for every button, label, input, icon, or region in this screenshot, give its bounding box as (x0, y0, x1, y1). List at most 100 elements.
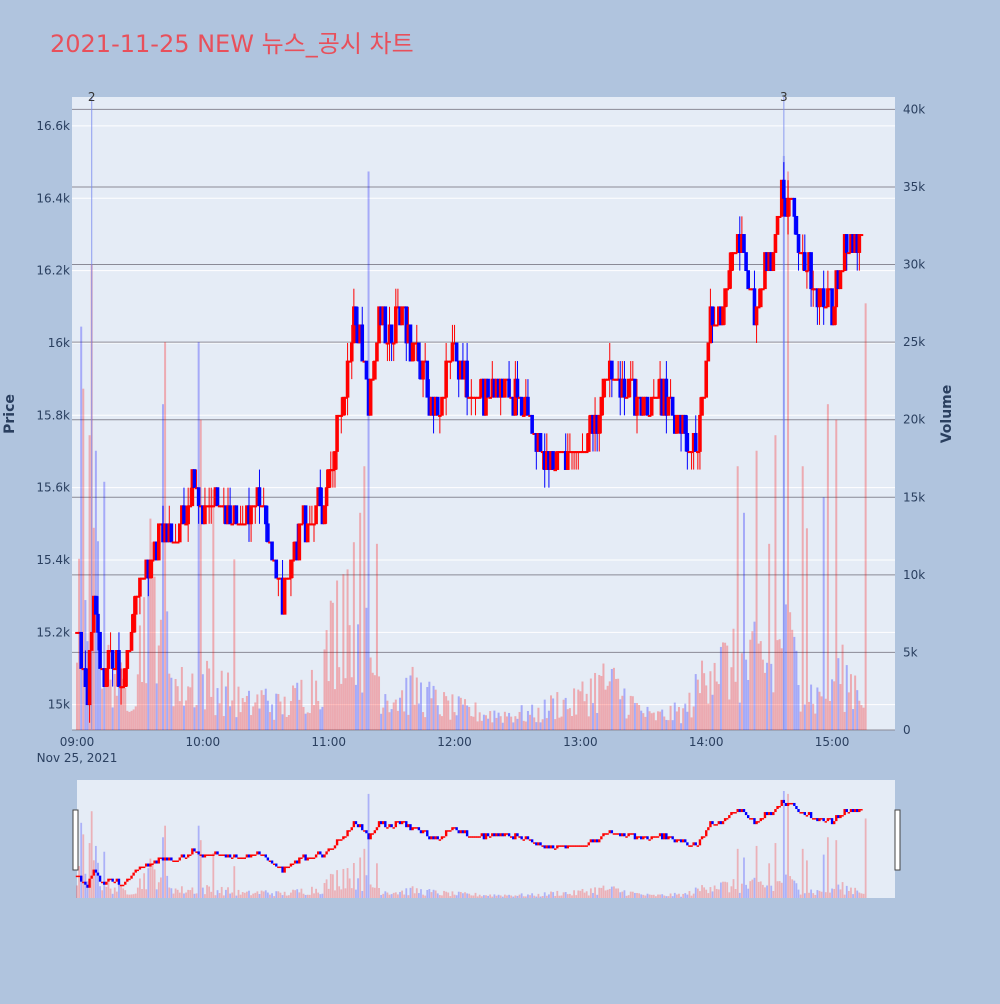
range-slider-volume-bar (346, 868, 349, 898)
range-slider-candle (262, 854, 265, 856)
volume-bar (432, 685, 435, 730)
volume-bar (247, 690, 250, 730)
volume-bar (849, 674, 852, 730)
volume-bar (264, 688, 267, 730)
range-slider-volume-bar (619, 892, 622, 898)
range-slider-candle (711, 821, 714, 825)
range-slider-volume-bar (149, 858, 152, 898)
range-slider-volume-bar (325, 879, 328, 898)
range-slider-candle (860, 809, 863, 811)
range-slider-handle-right[interactable] (894, 809, 901, 871)
range-slider-candle (117, 878, 121, 885)
range-slider-candle (822, 818, 825, 822)
volume-bar (615, 678, 618, 730)
volume-bar (864, 303, 867, 730)
volume-bar (715, 681, 718, 730)
range-slider-volume-bar (577, 890, 580, 898)
range-slider-candle (207, 854, 211, 856)
volume-bar (602, 663, 605, 730)
volume-bar (694, 674, 697, 730)
candle-body (794, 215, 799, 235)
candlesticks (75, 162, 864, 723)
volume-bar (340, 683, 343, 730)
range-slider-candle (333, 845, 337, 849)
range-slider-candle (417, 827, 421, 831)
candle-body (477, 396, 482, 399)
volume-bar (457, 696, 460, 730)
range-slider-candle (298, 857, 301, 864)
range-slider-volume-bar (210, 891, 213, 898)
range-slider-volume-bar (80, 822, 83, 898)
volume-bar (401, 690, 404, 730)
candle-body (526, 396, 530, 416)
range-slider-volume-bar (489, 894, 492, 898)
range-slider-candle (501, 833, 504, 837)
range-slider-volume-bar (835, 840, 838, 898)
range-slider-volume-bar (338, 886, 341, 898)
volume-bar (178, 701, 181, 730)
volume-bar (138, 625, 141, 730)
range-slider-candle (214, 851, 217, 855)
range-slider-volume-bar (464, 892, 466, 898)
volume-bar (193, 707, 196, 730)
volume-bar (292, 685, 295, 730)
news-marker-label: 3 (780, 90, 788, 104)
range-slider-candle (367, 833, 370, 840)
range-slider-volume-bar (134, 893, 137, 898)
candle-body (599, 396, 604, 416)
candle-body (182, 505, 186, 525)
range-slider-candle (832, 821, 836, 825)
range-slider-handle-left[interactable] (72, 809, 79, 871)
volume-bar (151, 542, 154, 730)
range-slider-candle (361, 824, 364, 831)
range-slider-candle (753, 818, 756, 825)
candle-body (385, 342, 390, 345)
volume-bar (808, 701, 811, 730)
candle-body (683, 414, 688, 434)
range-slider-candle (849, 809, 853, 813)
range-slider-candle (390, 824, 393, 828)
volume-bar (115, 695, 118, 730)
range-slider-volume-bar (699, 891, 701, 898)
range-slider-volume-bar (457, 891, 460, 898)
volume-bar (470, 716, 473, 730)
volume-bar (185, 700, 188, 730)
volume-bar (856, 690, 859, 730)
range-slider-candle (654, 836, 658, 838)
range-slider-candle (254, 854, 257, 856)
range-slider-candle (602, 833, 605, 837)
candle-body (761, 288, 765, 291)
volume-bar (638, 704, 641, 730)
range-slider-volume-bar (571, 895, 573, 898)
volume-bar (396, 710, 399, 730)
range-slider-volume-bar (266, 892, 269, 898)
candle-body (324, 487, 329, 507)
volume-bar (661, 709, 664, 730)
range-slider-candle (363, 830, 366, 832)
candle-body (597, 414, 602, 434)
range-slider-candle (212, 854, 215, 856)
range-slider-volume-bar (239, 894, 242, 898)
range-slider-candle (421, 830, 425, 834)
range-slider-candle (121, 884, 125, 887)
candle-body (693, 432, 698, 452)
range-slider-candle (707, 827, 710, 831)
volume-bar (495, 717, 498, 730)
candle-body (305, 523, 310, 543)
range-slider-candle (558, 845, 561, 847)
range-slider-candle (75, 875, 79, 878)
candle-body (702, 396, 706, 399)
volume-bar (145, 683, 148, 730)
range-slider-candle (583, 845, 586, 847)
range-slider-volume-bar (415, 888, 418, 898)
range-slider-volume-bar (839, 889, 842, 898)
volume-bar (212, 489, 215, 730)
range-slider-volume-bar (610, 886, 613, 898)
range-slider-volume-bar (694, 887, 697, 898)
volume-bar (583, 701, 586, 730)
range-slider-candle (772, 812, 775, 816)
candle-body (94, 595, 98, 615)
volume-bar (663, 716, 666, 730)
range-slider-candle (665, 833, 668, 840)
range-slider-candle (730, 812, 733, 816)
